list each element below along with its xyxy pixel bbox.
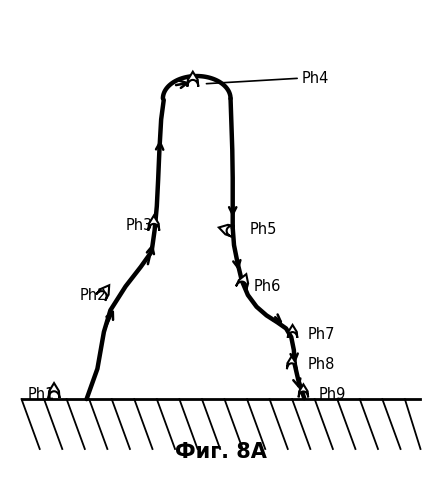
Polygon shape [299, 384, 308, 397]
Text: Фиг. 8А: Фиг. 8А [175, 442, 267, 462]
Polygon shape [49, 383, 60, 398]
Polygon shape [187, 72, 198, 87]
Polygon shape [288, 325, 297, 338]
Text: Ph1: Ph1 [28, 387, 55, 402]
Text: Ph5: Ph5 [249, 223, 277, 238]
Polygon shape [149, 216, 159, 231]
Text: Ph6: Ph6 [254, 279, 281, 294]
Text: Ph4: Ph4 [301, 71, 328, 86]
Text: Ph7: Ph7 [308, 326, 335, 341]
Text: Ph9: Ph9 [319, 387, 346, 402]
Polygon shape [219, 225, 235, 237]
Polygon shape [236, 274, 248, 290]
Text: Ph8: Ph8 [308, 357, 335, 372]
Polygon shape [287, 356, 297, 369]
Polygon shape [96, 285, 109, 300]
Text: Ph3: Ph3 [126, 218, 153, 233]
Text: Ph2: Ph2 [80, 287, 107, 302]
